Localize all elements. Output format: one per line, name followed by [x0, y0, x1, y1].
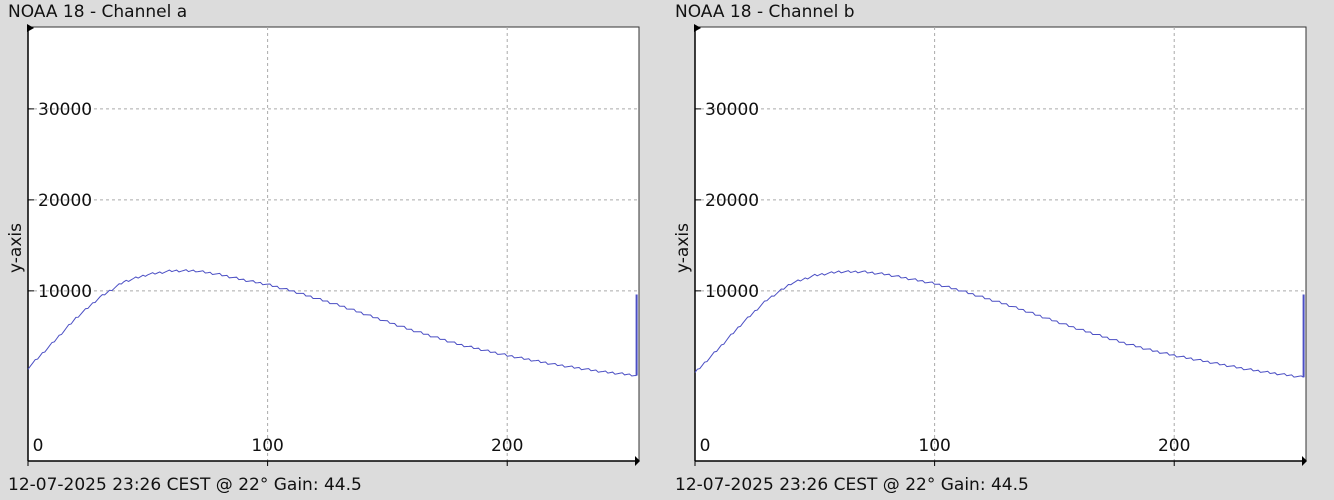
y-tick-label: 20000 — [38, 191, 92, 211]
y-axis-arrow — [694, 24, 701, 32]
chart-a-svg: 0 100 200 10000 20000 30000 y-axis — [6, 24, 640, 466]
y-tick-label: 20000 — [705, 191, 759, 211]
x-tick-label: 200 — [1158, 436, 1190, 456]
chart-panel-a: 0 100 200 10000 20000 30000 y-axis NOAA 18 - C… — [6, 2, 640, 495]
y-tick-label: 30000 — [705, 100, 759, 120]
y-tick-label: 30000 — [38, 100, 92, 120]
series-line — [27, 269, 637, 377]
plot-area — [27, 26, 640, 462]
chart-b-svg: 0 100 200 10000 20000 30000 y-axis — [673, 24, 1307, 466]
x-axis-arrow — [1302, 456, 1307, 466]
chart-b-title: NOAA 18 - Channel b — [675, 2, 855, 22]
x-axis-arrow — [635, 456, 640, 466]
chart-b-footer: 12-07-2025 23:26 CEST @ 22° Gain: 44.5 — [675, 475, 1029, 495]
y-tick-label: 10000 — [705, 282, 759, 302]
y-axis-title: y-axis — [673, 223, 693, 273]
x-tick-label: 100 — [918, 436, 950, 456]
x-tick-label: 0 — [700, 436, 711, 456]
series-line — [694, 270, 1304, 378]
chart-panel-b: 0 100 200 10000 20000 30000 y-axis NOAA 18 - C… — [667, 0, 1334, 500]
x-tick-label: 0 — [33, 436, 44, 456]
y-axis-title: y-axis — [6, 223, 26, 273]
plot-area — [694, 26, 1307, 462]
y-tick-label: 10000 — [38, 282, 92, 302]
y-axis-arrow — [27, 24, 34, 32]
x-tick-label: 200 — [491, 436, 523, 456]
chart-a-title: NOAA 18 - Channel a — [8, 2, 188, 22]
x-tick-label: 100 — [251, 436, 283, 456]
chart-a-footer: 12-07-2025 23:26 CEST @ 22° Gain: 44.5 — [8, 475, 362, 495]
